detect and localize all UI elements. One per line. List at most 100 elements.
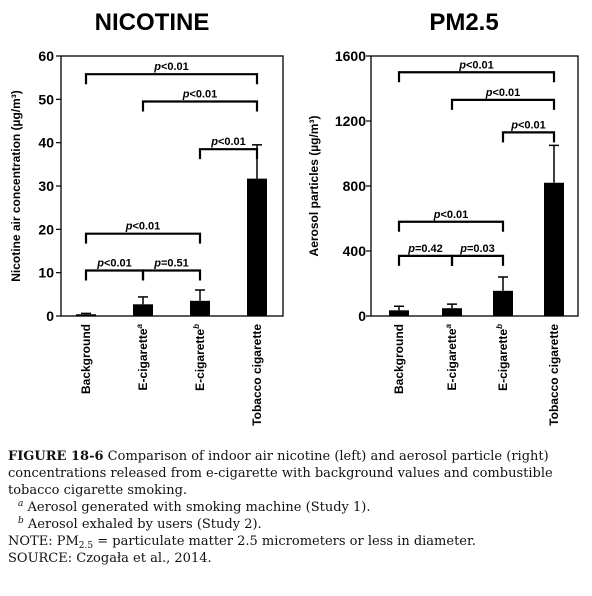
p-value: <0.01 [132,221,160,233]
significance-label: p=0.51 [153,258,189,270]
significance-bracket [141,269,202,281]
footnote-a-text: Aerosol generated with smoking machine (… [27,500,371,515]
p-symbol: p [459,243,467,255]
bar [544,182,564,316]
footnote-b-text: Aerosol exhaled by users (Study 2). [27,517,262,532]
p-symbol: p [407,243,415,255]
p-value: =0.51 [161,258,189,270]
note-prefix: NOTE: PM [8,534,79,549]
bar [442,308,462,316]
note-rest: = particulate matter 2.5 micrometers or … [93,534,476,549]
p-symbol: p [153,258,161,270]
y-axis-label: Aerosol particles (µg/m³) [307,116,321,257]
x-tick-label: E-cigarettea [135,323,150,390]
significance-bracket [397,220,505,232]
caption-line-2: concentrations released from e-cigarette… [8,466,553,481]
significance-bracket [141,100,259,112]
footnote-b: b Aerosol exhaled by users (Study 2). [8,516,586,533]
bar [190,300,210,316]
y-tick-label: 1200 [335,113,366,129]
y-tick-label: 20 [38,221,54,237]
p-value: <0.01 [104,258,132,270]
note: NOTE: PM2.5 = particulate matter 2.5 mic… [8,533,586,551]
significance-label: p<0.01 [125,221,161,233]
chart-panel-2: PM2.5 Aerosol particles (µg/m³) 0 400 800 120… [307,9,579,426]
p-symbol: p [458,59,466,71]
bar [76,314,96,316]
significance-label: p<0.01 [458,59,494,71]
p-symbol: p [510,119,518,131]
significance-label: p=0.03 [459,243,495,255]
significance-label: p=0.42 [407,243,443,255]
y-tick-label: 400 [343,243,367,259]
x-tick-superscript: a [135,323,144,328]
y-tick-label: 1600 [335,48,366,64]
y-tick-label: 40 [38,135,54,151]
chart-title: PM2.5 [429,9,498,36]
x-tick-superscript: b [495,324,504,329]
significance-bracket [84,73,259,85]
y-axis-label: Nicotine air concentration (µg/m³) [9,90,23,282]
p-symbol: p [153,61,161,73]
p-symbol: p [182,89,190,101]
p-value: =0.42 [415,243,443,255]
caption-line-3: tobacco cigarette smoking. [8,483,188,498]
figure-caption: FIGURE 18-6 Comparison of indoor air nic… [8,448,586,567]
p-value: <0.01 [161,61,189,73]
significance-bracket [397,254,454,266]
significance-label: p<0.01 [210,136,246,148]
significance-label: p<0.01 [96,258,132,270]
caption-line-1: Comparison of indoor air nicotine (left)… [107,449,549,464]
x-tick-label: Background [392,324,406,394]
bar [493,290,513,316]
y-tick-label: 60 [38,48,54,64]
y-tick-label: 0 [358,308,366,324]
figure-panels: NICOTINE Nicotine air concentration (µg/m… [9,9,579,426]
x-tick-label: Background [79,324,93,394]
significance-label: p<0.01 [510,119,546,131]
x-tick-superscript: b [192,324,201,329]
significance-bracket [84,232,202,244]
p-symbol: p [485,87,493,99]
x-tick-label: Tobacco cigarette [547,324,561,426]
p-value: <0.01 [218,136,246,148]
significance-bracket [450,98,556,110]
chart-panel-1: NICOTINE Nicotine air concentration (µg/m… [9,9,284,426]
p-symbol: p [125,221,133,233]
p-value: <0.01 [189,89,217,101]
significance-bracket [501,131,556,143]
significance-bracket [84,269,145,281]
p-value: =0.03 [467,243,495,255]
figure-label: FIGURE 18-6 [8,449,104,464]
footnote-a: a Aerosol generated with smoking machine… [8,499,586,516]
footnote-a-mark: a [18,499,24,509]
footnote-b-mark: b [18,516,24,526]
x-tick-label: Tobacco cigarette [250,324,264,426]
p-value: <0.01 [466,59,494,71]
significance-label: p<0.01 [153,61,189,73]
significance-label: p<0.01 [485,87,521,99]
significance-label: p<0.01 [433,209,469,221]
significance-bracket [397,71,556,83]
p-symbol: p [210,136,218,148]
x-tick-superscript: a [444,323,453,328]
p-symbol: p [433,209,441,221]
p-value: <0.01 [518,119,546,131]
y-tick-label: 0 [46,308,54,324]
source: SOURCE: Czogała et al., 2014. [8,551,212,566]
y-tick-label: 30 [38,178,54,194]
significance-label: p<0.01 [182,89,218,101]
chart-title: NICOTINE [95,9,210,36]
y-tick-label: 10 [38,265,54,281]
bar [133,304,153,316]
significance-bracket [450,254,505,266]
y-tick-label: 800 [343,178,367,194]
x-tick-label: E-cigaretteb [192,324,207,391]
y-tick-label: 50 [38,91,54,107]
significance-bracket [198,148,259,160]
note-subscript: 2.5 [78,541,94,551]
bar [247,178,267,316]
p-value: <0.01 [440,209,468,221]
p-value: <0.01 [492,87,520,99]
x-tick-label: E-cigaretteb [495,324,510,391]
